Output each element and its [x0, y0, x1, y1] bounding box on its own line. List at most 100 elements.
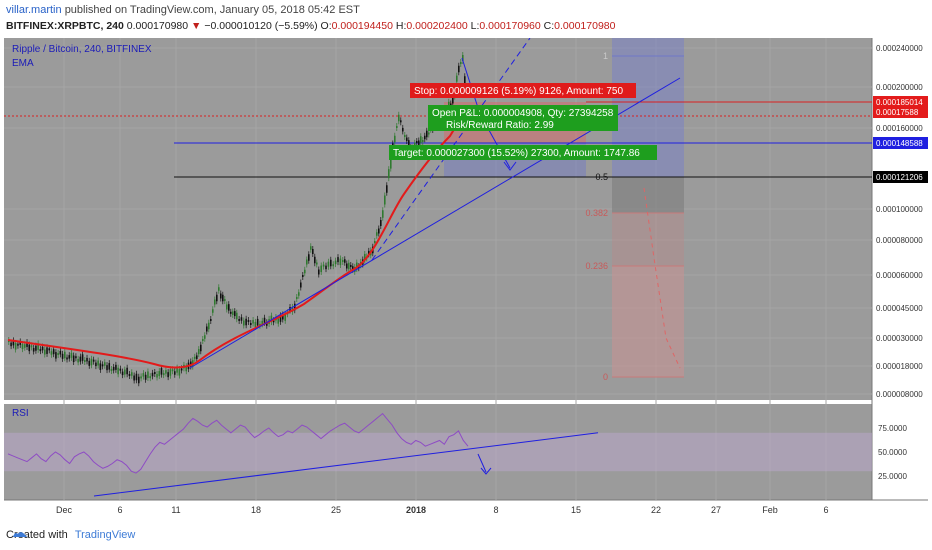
price-change: −0.000010120 (−5.59%) [204, 20, 318, 32]
candle-body [154, 372, 156, 374]
candle-body [266, 322, 268, 326]
candle-body [228, 304, 230, 311]
candle-body [332, 264, 334, 267]
candle-body [140, 376, 142, 379]
candle-body [210, 319, 212, 321]
candle-body [86, 357, 88, 362]
candle-body [322, 264, 325, 267]
candle-body [382, 210, 384, 218]
chart-title: Ripple / Bitcoin, 240, BITFINEX [12, 44, 152, 55]
candle-body [46, 347, 48, 354]
x-tick-label: 11 [171, 505, 180, 515]
symbol-label: BITFINEX:XRPBTC, 240 [6, 20, 124, 32]
candle-body [216, 294, 218, 302]
candle-body [162, 373, 165, 376]
candle-body [68, 355, 71, 359]
y-tick-label: 0.000200000 [876, 83, 923, 92]
candle-body [171, 369, 174, 372]
y-tick-label: 0.000018000 [876, 362, 923, 371]
stop-label-box [410, 83, 636, 98]
ohlc-line: BITFINEX:XRPBTC, 240 0.000170980 ▼ −0.00… [6, 20, 615, 32]
footer: Created with TradingView [6, 529, 135, 541]
x-tick-label: Feb [762, 505, 778, 515]
candle-body [190, 361, 192, 367]
candle-body [416, 141, 418, 143]
candle-body [334, 260, 337, 265]
candle-body [106, 365, 108, 371]
publish-line: villar.martin published on TradingView.c… [6, 4, 360, 16]
chart-area[interactable]: Dec 6 11 18 25 2018 8 15 22 27 Feb 6 0.000240000 0.00… [4, 38, 928, 520]
candle-body [342, 260, 344, 262]
rsi-line [7, 412, 469, 474]
low-value: 0.000170960 [479, 20, 541, 32]
rsi-band [4, 432, 872, 472]
candle-body [214, 299, 216, 305]
candle-body [402, 127, 404, 132]
candle-body [462, 55, 464, 61]
candle-body [236, 312, 238, 320]
candle-body [185, 366, 188, 372]
candle-body [279, 315, 282, 322]
candle-body [344, 259, 346, 263]
candle-body [234, 311, 236, 317]
candle-body [66, 357, 68, 360]
candle-body [128, 374, 131, 376]
candle-body [218, 287, 220, 291]
candle-body [458, 65, 460, 73]
main-pane-bg [4, 38, 872, 400]
candle-body [312, 249, 314, 254]
x-tick-label: 25 [331, 505, 341, 515]
candle-body [147, 371, 149, 378]
candle-body [110, 369, 113, 371]
candle-body [368, 250, 370, 255]
y-tick-label: 0.000045000 [876, 304, 923, 313]
y-tick-label: 0.000080000 [876, 236, 923, 245]
candle-body [339, 258, 342, 266]
candle-body [298, 292, 300, 296]
candle-body [327, 261, 330, 267]
candle-body [104, 362, 106, 366]
x-tick-label: 18 [251, 505, 261, 515]
candle-body [418, 140, 420, 146]
candle-body [254, 321, 257, 327]
candle-body [320, 265, 322, 273]
candle-body [261, 320, 264, 325]
tradingview-brand[interactable]: TradingView [74, 529, 136, 541]
candle-body [149, 376, 152, 379]
y-tick-label: 0.000100000 [876, 205, 923, 214]
candle-body [420, 136, 422, 143]
candle-body [424, 135, 426, 140]
low-label: L: [470, 20, 480, 32]
last-price: 0.000170980 [126, 20, 189, 32]
candle-body [28, 344, 31, 352]
candle-body [88, 360, 91, 366]
rsi-label: RSI [12, 408, 29, 419]
candle-body [243, 320, 245, 326]
y-tick-label: 0.000160000 [876, 124, 923, 133]
candle-body [456, 75, 458, 82]
candle-body [30, 345, 33, 348]
candle-body [176, 367, 178, 373]
candle-body [57, 353, 59, 355]
candle-body [318, 269, 320, 275]
candle-body [21, 344, 24, 350]
candle-body [196, 355, 198, 359]
chart-svg[interactable]: Dec 6 11 18 25 2018 8 15 22 27 Feb 6 0.000240000 0.00… [4, 38, 928, 520]
candle-body [108, 363, 111, 370]
candle-body [263, 317, 266, 323]
price-badge [873, 171, 928, 183]
x-tick-label: 22 [651, 505, 661, 515]
rsi-tick-label: 25.0000 [878, 472, 907, 481]
candle-body [277, 318, 280, 324]
candle-body [48, 348, 51, 351]
author-link[interactable]: villar.martin [6, 4, 62, 16]
candle-body [37, 343, 39, 350]
candle-body [119, 368, 122, 371]
candle-body [356, 262, 358, 270]
trend-line-dashed [371, 38, 531, 261]
candle-body [308, 254, 310, 261]
candle-body [17, 343, 19, 346]
candle-body [24, 344, 26, 348]
price-badge [873, 137, 928, 149]
candle-body [121, 371, 124, 376]
